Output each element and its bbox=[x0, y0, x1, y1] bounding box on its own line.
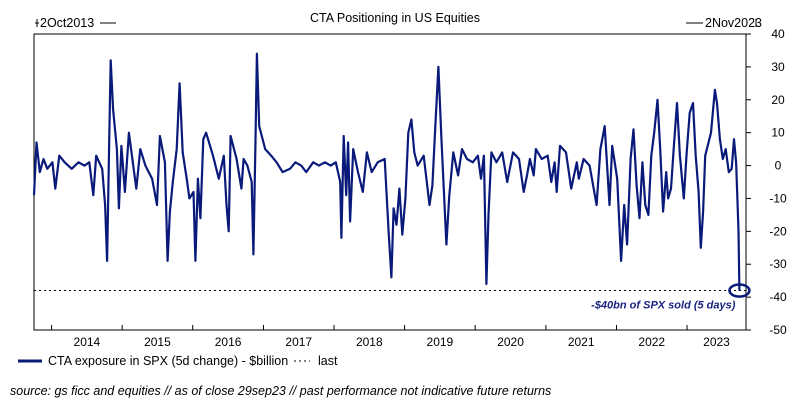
legend-series-label: CTA exposure in SPX (5d change) - $billi… bbox=[48, 354, 288, 368]
x-tick-label: 2021 bbox=[568, 335, 595, 349]
last-point-marker bbox=[728, 283, 751, 298]
x-tick-label: 2015 bbox=[144, 335, 171, 349]
date-range-left-label: 2Oct2013 bbox=[40, 16, 94, 30]
date-range-left: 2Oct2013 bbox=[35, 16, 116, 30]
y-tick-label: -50 bbox=[769, 323, 787, 337]
y-tick-label: 10 bbox=[771, 126, 785, 140]
y-tick-label: 20 bbox=[771, 93, 785, 107]
x-tick-label: 2019 bbox=[427, 335, 454, 349]
chart-title: CTA Positioning in US Equities bbox=[310, 11, 480, 25]
y-tick-label: 40 bbox=[771, 27, 785, 41]
date-range-right: 2Nov2023 bbox=[686, 16, 762, 30]
x-tick-label: 2022 bbox=[638, 335, 665, 349]
series-line-cta-exposure bbox=[32, 52, 741, 291]
source-note: source: gs ficc and equities // as of cl… bbox=[10, 384, 552, 398]
x-tick-label: 2016 bbox=[215, 335, 242, 349]
plot-frame bbox=[33, 33, 747, 331]
x-tick-label: 2014 bbox=[74, 335, 101, 349]
y-tick-label: -10 bbox=[769, 191, 787, 205]
x-tick-label: 2017 bbox=[285, 335, 312, 349]
y-tick-label: 30 bbox=[771, 60, 785, 74]
x-tick-label: 2020 bbox=[497, 335, 524, 349]
y-tick-label: -20 bbox=[769, 224, 787, 238]
annotation-label: -$40bn of SPX sold (5 days) bbox=[591, 300, 736, 312]
x-tick-label: 2018 bbox=[356, 335, 383, 349]
legend-last-label: last bbox=[318, 354, 338, 368]
x-axis: 2014 2015 2016 2017 2018 2019 2020 2021 2022 2023 bbox=[51, 325, 730, 349]
legend: CTA exposure in SPX (5d change) - $billi… bbox=[18, 354, 338, 368]
y-axis: 40 30 20 10 0 -10 -20 -30 -40 -50 bbox=[746, 27, 787, 337]
y-tick-label: -40 bbox=[769, 290, 787, 304]
date-range-right-label: 2Nov2023 bbox=[705, 16, 762, 30]
y-tick-label: -30 bbox=[769, 257, 787, 271]
y-tick-label: 0 bbox=[775, 159, 782, 173]
x-tick-label: 2023 bbox=[703, 335, 730, 349]
